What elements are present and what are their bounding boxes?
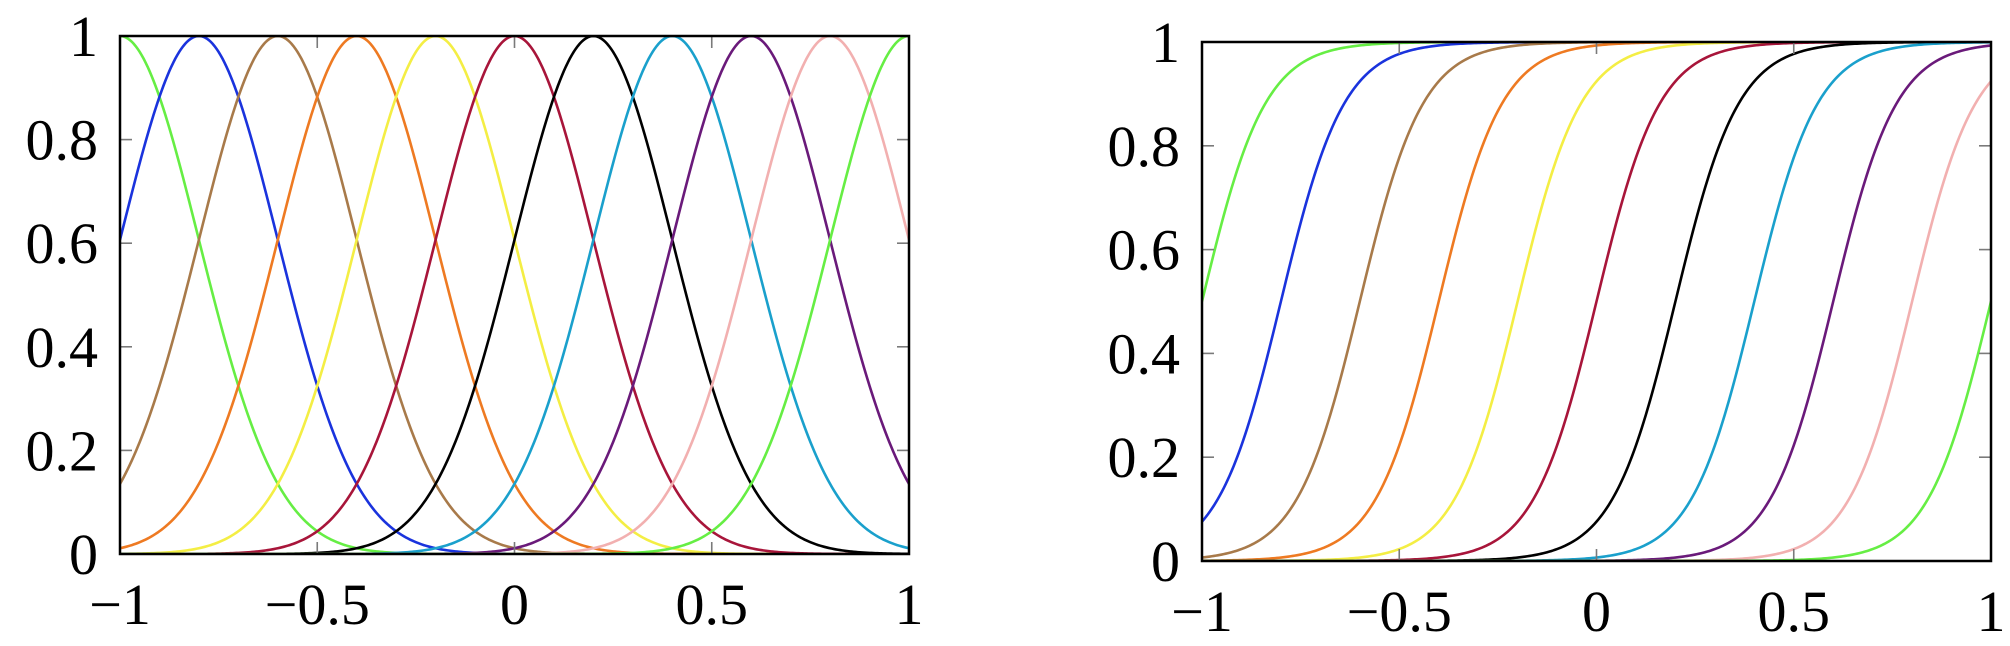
series-line-9: [120, 36, 909, 554]
x-tick-label: 0: [1582, 579, 1611, 644]
y-tick-label: 0.2: [1108, 425, 1181, 490]
x-tick-label: −0.5: [265, 572, 370, 637]
series-line-4: [120, 36, 909, 554]
series-line-10: [120, 36, 909, 554]
y-tick-label: 0.8: [1108, 114, 1181, 179]
x-tick-label: 0.5: [676, 572, 749, 637]
series-line-2: [120, 36, 909, 554]
series-line-3: [120, 36, 909, 554]
y-tick-label: 0: [69, 522, 98, 587]
series-line-0: [120, 36, 909, 554]
series-line-8: [120, 36, 909, 554]
plot-frame: [118, 34, 911, 556]
series-line-6: [120, 36, 909, 554]
series-line-0: [1202, 42, 1991, 302]
series-group: [1202, 42, 1991, 561]
x-tick-label: −0.5: [1347, 579, 1452, 644]
x-tick-label: −1: [89, 572, 151, 637]
x-tick-label: 1: [1977, 579, 2006, 644]
y-tick-label: 0.6: [1108, 218, 1181, 283]
y-tick-label: 1: [1151, 10, 1180, 75]
chart-left-gaussian: −1 −0.5 0 0.5 1 0 0.2 0.4 0.6 0.8 1: [26, 4, 924, 637]
chart-right-sigmoid: −1 −0.5 0 0.5 1 0 0.2 0.4 0.6 0.8 1: [1108, 10, 2006, 644]
series-line-1: [120, 36, 909, 554]
x-tick-label: 0: [500, 572, 529, 637]
x-tick-label: −1: [1171, 579, 1233, 644]
series-line-1: [1202, 42, 1991, 523]
series-line-7: [120, 36, 909, 554]
series-line-5: [1202, 42, 1991, 561]
y-tick-label: 0.4: [1108, 321, 1181, 386]
x-tick-label: 0.5: [1758, 579, 1831, 644]
series-line-9: [1202, 80, 1991, 561]
y-tick-label: 0.6: [26, 211, 99, 276]
y-tick-label: 0.8: [26, 108, 99, 173]
y-tick-label: 0: [1151, 529, 1180, 594]
series-line-5: [120, 36, 909, 554]
plot-frame: [1200, 40, 1993, 563]
x-tick-label: 1: [895, 572, 924, 637]
series-group: [120, 36, 909, 554]
y-tick-label: 1: [69, 4, 98, 69]
series-line-10: [1202, 301, 1991, 561]
y-tick-label: 0.4: [26, 315, 99, 380]
y-tick-label: 0.2: [26, 418, 99, 483]
